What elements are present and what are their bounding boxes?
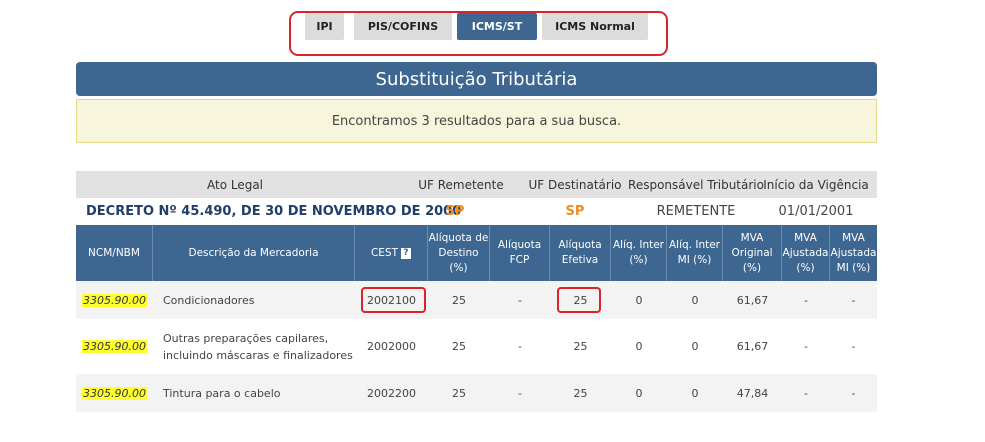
table-row: 3305.90.00 Tintura para o cabelo 2002200… <box>76 374 877 412</box>
header-responsavel: Responsável Tributário <box>628 177 764 192</box>
aliq-destino-cell: 25 <box>452 386 466 400</box>
header-uf-remetente: UF Remetente <box>418 177 504 192</box>
aliq-inter-cell: 0 <box>635 293 643 307</box>
inicio-vigencia-value: 01/01/2001 <box>778 204 854 219</box>
aliquota-efetiva-highlight-box <box>557 287 601 313</box>
col-mva-ajustada-mi: MVA Ajustada MI (%) <box>830 231 877 274</box>
mva-original-cell: 47,84 <box>736 386 769 400</box>
col-ncm: NCM/NBM <box>76 225 153 281</box>
mva-ajustada-cell: - <box>804 340 808 353</box>
tab-icms-st[interactable]: ICMS/ST <box>457 13 537 40</box>
aliq-fcp-cell: - <box>518 293 522 307</box>
aliq-inter-cell: 0 <box>635 386 643 400</box>
mva-ajustada-mi-cell: - <box>851 340 856 353</box>
tab-icms-normal[interactable]: ICMS Normal <box>542 13 648 40</box>
page-title: Substituição Tributária <box>76 62 877 96</box>
mva-ajustada-mi-cell: - <box>851 293 856 307</box>
cest-cell: 2002200 <box>367 386 416 400</box>
mva-original-cell: 61,67 <box>736 340 769 353</box>
tab-ipi[interactable]: IPI <box>305 13 344 40</box>
mva-ajustada-cell: - <box>804 386 808 400</box>
aliq-efetiva-cell: 25 <box>573 386 588 400</box>
ncm-code: 3305.90.00 <box>82 340 147 353</box>
tabs-highlight-box <box>289 11 668 56</box>
aliq-fcp-cell: - <box>518 340 522 353</box>
header-ato-legal: Ato Legal <box>206 177 264 192</box>
aliq-destino-cell: 25 <box>452 293 466 307</box>
aliq-destino-cell: 25 <box>452 340 466 353</box>
header-inicio-vigencia: Início da Vigência <box>763 177 869 192</box>
tab-pis-cofins[interactable]: PIS/COFINS <box>354 13 452 40</box>
aliq-efetiva-cell: 25 <box>573 340 588 353</box>
header-uf-destinatario: UF Destinatário <box>528 177 622 192</box>
descricao-cell: Tintura para o cabelo <box>163 386 281 400</box>
col-descricao: Descrição da Mercadoria <box>153 225 355 281</box>
ncm-code: 3305.90.00 <box>82 293 147 307</box>
mva-original-cell: 61,67 <box>736 293 769 307</box>
col-mva-ajustada: MVA Ajustada (%) <box>782 225 830 281</box>
col-aliq-inter-mi: Alíq. Inter MI (%) <box>667 225 723 281</box>
descricao-cell: Outras preparações capilares, incluindo m… <box>163 331 353 362</box>
results-notice: Encontramos 3 resultados para a sua busc… <box>76 99 877 143</box>
ato-legal-value: DECRETO Nº 45.490, DE 30 DE NOVEMBRO DE … <box>86 204 462 219</box>
aliq-efetiva-cell: 25 <box>573 293 588 307</box>
aliq-fcp-cell: - <box>518 386 522 400</box>
aliq-inter-cell: 0 <box>635 340 643 353</box>
aliq-inter-mi-cell: 0 <box>691 293 699 307</box>
col-cest: CEST? <box>355 225 428 281</box>
aliq-inter-mi-cell: 0 <box>691 386 699 400</box>
col-mva-original: MVA Original (%) <box>723 225 782 281</box>
table-row: 3305.90.00 Outras preparações capilares,… <box>76 319 877 374</box>
descricao-cell: Condicionadores <box>163 293 255 307</box>
col-aliq-efetiva: Alíquota Efetiva <box>550 225 611 281</box>
table-row: 3305.90.00 Condicionadores 2002100 25 - … <box>76 281 877 319</box>
help-icon[interactable]: ? <box>401 247 412 259</box>
col-aliq-inter: Alíq. Inter (%) <box>611 225 667 281</box>
responsavel-value: REMETENTE <box>656 204 736 219</box>
summary-row: DECRETO Nº 45.490, DE 30 DE NOVEMBRO DE … <box>76 198 877 225</box>
cest-cell: 2002100 <box>367 293 416 307</box>
aliq-inter-mi-cell: 0 <box>691 340 699 353</box>
summary-header: Ato Legal UF Remetente UF Destinatário R… <box>76 171 877 198</box>
cest-highlight-box <box>361 287 426 313</box>
col-aliq-destino: Alíquota de Destino (%) <box>428 225 490 281</box>
mva-ajustada-mi-cell: - <box>851 386 856 400</box>
table-header: NCM/NBM Descrição da Mercadoria CEST? Al… <box>76 225 877 281</box>
cest-cell: 2002000 <box>367 340 416 353</box>
uf-destinatario-value: SP <box>565 204 585 219</box>
ncm-code: 3305.90.00 <box>82 386 147 400</box>
col-aliq-fcp: Alíquota FCP <box>490 225 550 281</box>
uf-remetente-value: SP <box>445 204 465 219</box>
mva-ajustada-cell: - <box>804 293 808 307</box>
